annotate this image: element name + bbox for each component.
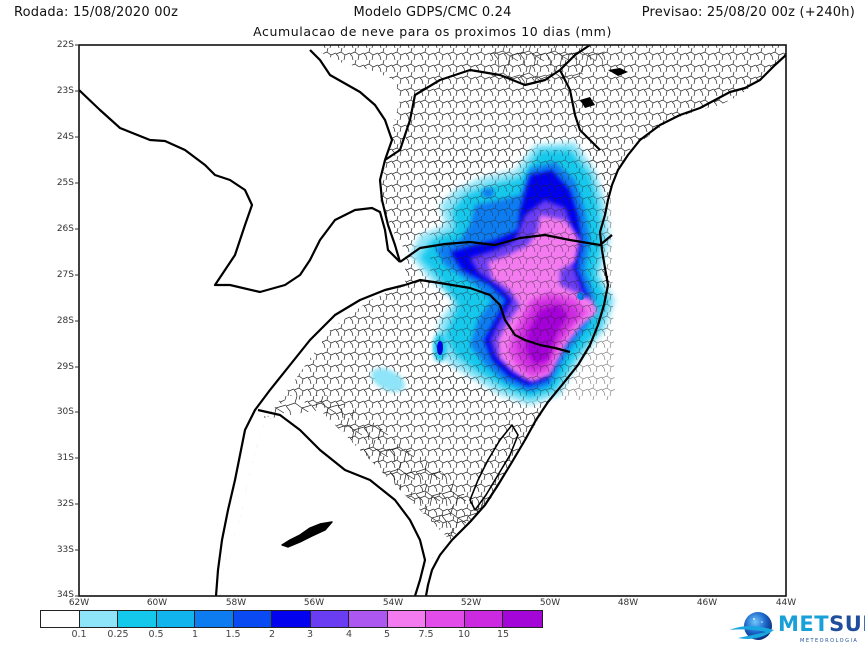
lat-label-28s: 28S xyxy=(56,316,74,326)
borders xyxy=(79,45,786,596)
colorbar-swatch xyxy=(41,611,80,627)
lon-label-60w: 60W xyxy=(146,598,168,608)
colorbar-swatch xyxy=(118,611,157,627)
lat-label-24s: 24S xyxy=(56,132,74,142)
lat-label-34s: 34S xyxy=(56,590,74,600)
run-date-label: Rodada: 15/08/2020 00z xyxy=(14,5,179,20)
colorbar-swatch xyxy=(464,611,503,627)
metsul-logo: METSUL METEOROLOGIA xyxy=(728,608,865,648)
lon-label-62w: 62W xyxy=(68,598,90,608)
lon-label-52w: 52W xyxy=(460,598,482,608)
colorbar-label: 3 xyxy=(306,629,314,640)
lat-label-32s: 32S xyxy=(56,499,74,509)
lon-label-50w: 50W xyxy=(539,598,561,608)
colorbar-label: 15 xyxy=(496,629,510,640)
colorbar-label: 7.5 xyxy=(418,629,434,640)
colorbar-label: 0.5 xyxy=(148,629,164,640)
colorbar-label: 1.5 xyxy=(225,629,241,640)
lon-label-46w: 46W xyxy=(696,598,718,608)
lat-label-29s: 29S xyxy=(56,362,74,372)
colorbar-swatch xyxy=(426,611,465,627)
colorbar-label: 1 xyxy=(191,629,199,640)
colorbar-swatch xyxy=(233,611,272,627)
colorbar-swatch xyxy=(503,611,542,627)
lat-label-22s: 22S xyxy=(56,40,74,50)
lat-label-33s: 33S xyxy=(56,545,74,555)
logo-text-met: MET xyxy=(778,612,830,636)
lat-label-26s: 26S xyxy=(56,224,74,234)
colorbar-label: 4 xyxy=(345,629,353,640)
lat-label-23s: 23S xyxy=(56,86,74,96)
lat-label-25s: 25S xyxy=(56,178,74,188)
lat-label-27s: 27S xyxy=(56,270,74,280)
lon-label-44w: 44W xyxy=(775,598,797,608)
colorbar-legend xyxy=(40,610,543,628)
lon-label-48w: 48W xyxy=(617,598,639,608)
lon-label-54w: 54W xyxy=(382,598,404,608)
lat-label-31s: 31S xyxy=(56,453,74,463)
colorbar-label: 0.25 xyxy=(107,629,129,640)
colorbar-label: 2 xyxy=(268,629,276,640)
map-subtitle: Acumulacao de neve para os proximos 10 d… xyxy=(253,24,612,39)
colorbar-swatch xyxy=(387,611,426,627)
lat-label-30s: 30S xyxy=(56,407,74,417)
colorbar-swatch xyxy=(272,611,311,627)
colorbar-label: 0.1 xyxy=(71,629,87,640)
colorbar-swatch xyxy=(195,611,234,627)
colorbar-swatch xyxy=(156,611,195,627)
colorbar-swatch xyxy=(79,611,118,627)
lon-label-58w: 58W xyxy=(225,598,247,608)
colorbar-label: 5 xyxy=(383,629,391,640)
globe-icon xyxy=(730,612,774,640)
lon-label-56w: 56W xyxy=(303,598,325,608)
colorbar-swatch xyxy=(310,611,349,627)
logo-tagline: METEOROLOGIA xyxy=(800,638,859,644)
colorbar-label: 10 xyxy=(457,629,471,640)
logo-text-sul: SUL xyxy=(829,612,865,636)
forecast-date-label: Previsao: 25/08/20 00z (+240h) xyxy=(641,5,855,20)
colorbar-swatch xyxy=(349,611,388,627)
logo-wordmark: METSUL xyxy=(778,612,865,636)
model-title: Modelo GDPS/CMC 0.24 xyxy=(353,5,512,20)
